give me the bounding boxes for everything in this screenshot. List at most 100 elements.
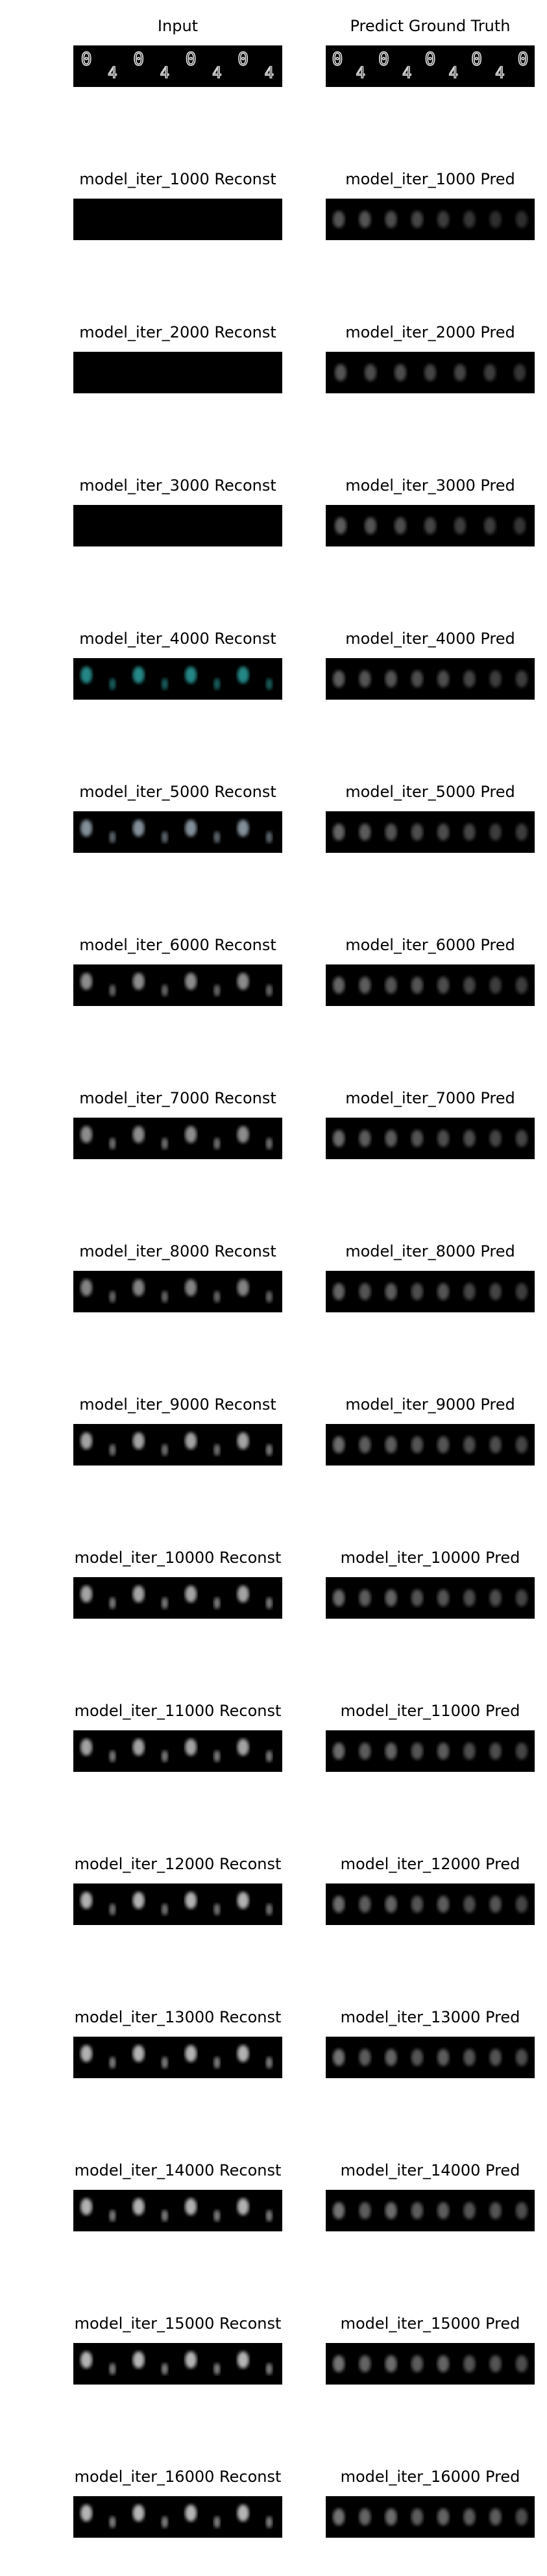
reconstructed-blob bbox=[213, 1597, 221, 1609]
reconstructed-blob bbox=[489, 2509, 502, 2525]
reconstructed-blob bbox=[213, 2210, 221, 2222]
panel-title: model_iter_16000 Reconst bbox=[74, 2468, 282, 2486]
reconstructed-blob bbox=[385, 1130, 397, 1147]
reconstruction-panel: model_iter_6000 Reconst bbox=[73, 936, 282, 1006]
reconstructed-blob bbox=[463, 1130, 476, 1147]
strip-background bbox=[73, 2496, 282, 2538]
strip-background bbox=[326, 1271, 535, 1312]
reconstructed-blob bbox=[411, 2355, 423, 2372]
reconstructed-blob bbox=[359, 977, 371, 994]
reconstructed-blob bbox=[132, 2505, 145, 2521]
reconstructed-blob bbox=[333, 1436, 345, 1453]
reconstructed-blob bbox=[359, 2049, 371, 2066]
reconstructed-blob bbox=[437, 1896, 450, 1913]
strip-background bbox=[326, 658, 535, 700]
panel-title: model_iter_2000 Pred bbox=[345, 323, 515, 341]
frame-strip-image bbox=[326, 1883, 535, 1925]
strip-background bbox=[73, 811, 282, 853]
reconstructed-blob bbox=[385, 1743, 397, 1760]
reconstructed-blob bbox=[463, 1436, 476, 1453]
frame-strip-image bbox=[73, 1118, 282, 1159]
reconstructed-blob bbox=[161, 985, 168, 996]
panel-title: model_iter_9000 Reconst bbox=[79, 1395, 276, 1414]
reconstructed-blob bbox=[132, 2351, 145, 2368]
frame-strip-image bbox=[326, 2037, 535, 2078]
panel-title: model_iter_8000 Pred bbox=[345, 1242, 515, 1260]
frame-strip-image bbox=[326, 199, 535, 240]
reconstructed-blob bbox=[437, 1130, 450, 1147]
reconstructed-blob bbox=[359, 2202, 371, 2219]
reconstructed-blob bbox=[489, 1743, 502, 1760]
strip-background bbox=[326, 964, 535, 1006]
reconstructed-blob bbox=[132, 1279, 145, 1296]
strip-background bbox=[73, 352, 282, 393]
reconstructed-blob bbox=[437, 2509, 450, 2525]
panel-title: model_iter_11000 Reconst bbox=[74, 1702, 282, 1720]
reconstructed-blob bbox=[515, 977, 528, 994]
reconstructed-blob bbox=[463, 2355, 476, 2372]
prediction-panel: model_iter_8000 Pred bbox=[326, 1242, 535, 1312]
reconstructed-blob bbox=[185, 1586, 197, 1602]
reconstructed-blob bbox=[333, 2509, 345, 2525]
digit-glyph: 4 bbox=[212, 64, 221, 82]
reconstructed-blob bbox=[185, 2505, 197, 2521]
reconstructed-blob bbox=[213, 1291, 221, 1303]
reconstructed-blob bbox=[385, 977, 397, 994]
reconstructed-blob bbox=[265, 2363, 273, 2375]
digit-glyph: 0 bbox=[471, 48, 482, 69]
digit-glyph: 0 bbox=[332, 48, 343, 69]
reconstruction-panel: model_iter_7000 Reconst bbox=[73, 1089, 282, 1159]
reconstructed-blob bbox=[161, 1750, 168, 1762]
reconstructed-blob bbox=[265, 831, 273, 843]
strip-background bbox=[326, 2343, 535, 2385]
reconstructed-blob bbox=[385, 2509, 397, 2525]
digit-glyph: 4 bbox=[356, 64, 365, 82]
reconstructed-blob bbox=[185, 973, 197, 990]
reconstructed-blob bbox=[515, 670, 528, 687]
strip-background bbox=[326, 2496, 535, 2538]
panel-title: model_iter_8000 Reconst bbox=[79, 1242, 276, 1260]
reconstructed-blob bbox=[411, 1589, 423, 1606]
frame-strip-image bbox=[73, 1883, 282, 1925]
reconstructed-blob bbox=[237, 667, 249, 683]
frame-strip-image bbox=[326, 1118, 535, 1159]
panel-title: model_iter_14000 Pred bbox=[340, 2161, 520, 2179]
panel-title: model_iter_11000 Pred bbox=[340, 1702, 520, 1720]
strip-background bbox=[73, 1577, 282, 1619]
reconstructed-blob bbox=[437, 211, 450, 228]
reconstructed-blob bbox=[437, 1283, 450, 1300]
reconstructed-blob bbox=[132, 973, 145, 990]
frame-strip-image bbox=[73, 2190, 282, 2231]
reconstructed-blob bbox=[333, 1589, 345, 1606]
strip-background bbox=[326, 199, 535, 240]
reconstructed-blob bbox=[411, 2202, 423, 2219]
reconstructed-blob bbox=[333, 1130, 345, 1147]
reconstructed-blob bbox=[359, 1589, 371, 1606]
reconstructed-blob bbox=[109, 1138, 116, 1149]
prediction-panel: model_iter_2000 Pred bbox=[326, 323, 535, 393]
panel-title: model_iter_3000 Pred bbox=[345, 476, 515, 495]
reconstructed-blob bbox=[463, 1743, 476, 1760]
reconstructed-blob bbox=[265, 2057, 273, 2068]
frame-strip-image bbox=[73, 811, 282, 853]
reconstructed-blob bbox=[463, 1589, 476, 1606]
reconstruction-panel: model_iter_13000 Reconst bbox=[73, 2008, 282, 2078]
reconstructed-blob bbox=[333, 824, 345, 840]
reconstructed-blob bbox=[185, 1279, 197, 1296]
reconstructed-blob bbox=[515, 1589, 528, 1606]
reconstructed-blob bbox=[515, 2355, 528, 2372]
reconstructed-blob bbox=[411, 1283, 423, 1300]
reconstructed-blob bbox=[359, 1896, 371, 1913]
reconstructed-blob bbox=[161, 2516, 168, 2528]
reconstructed-blob bbox=[213, 985, 221, 996]
reconstructed-blob bbox=[489, 824, 502, 840]
reconstructed-blob bbox=[454, 517, 466, 534]
reconstructed-blob bbox=[437, 2202, 450, 2219]
panel-title: model_iter_12000 Reconst bbox=[74, 1855, 282, 1873]
reconstructed-blob bbox=[213, 678, 221, 690]
digit-glyph: 4 bbox=[402, 64, 411, 82]
reconstructed-blob bbox=[515, 1896, 528, 1913]
reconstructed-blob bbox=[411, 2509, 423, 2525]
digit-glyph: 0 bbox=[378, 48, 389, 69]
strip-background bbox=[73, 964, 282, 1006]
